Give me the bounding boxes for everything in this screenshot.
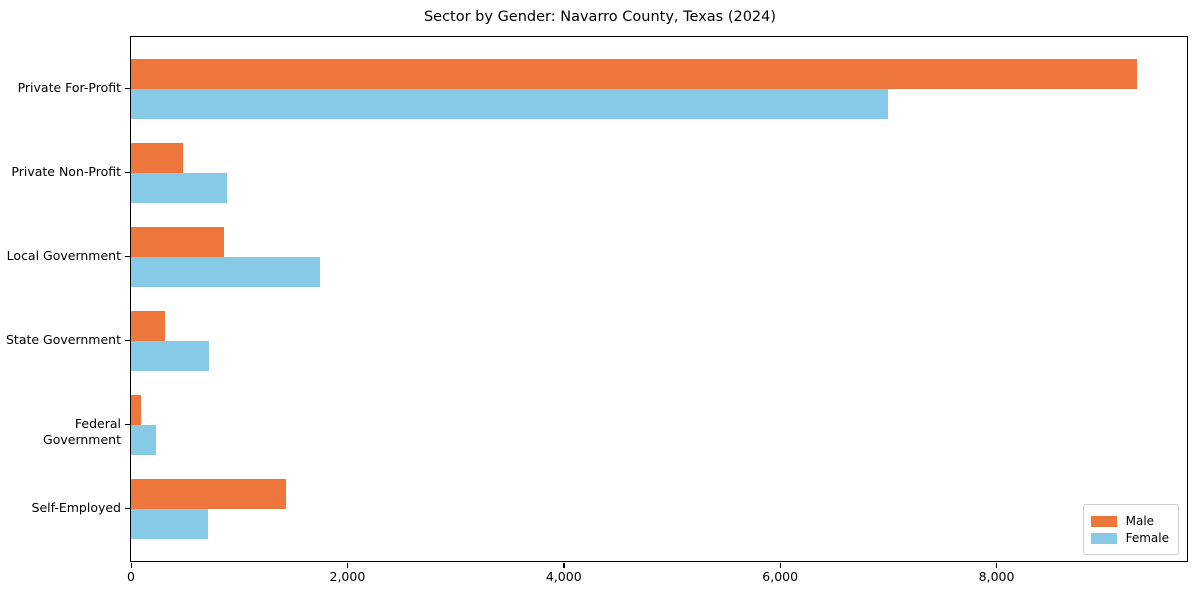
x-tick-label-4000: 4,000 (545, 569, 582, 584)
plot-area: Male Female (130, 36, 1188, 562)
legend-label-female: Female (1125, 531, 1169, 545)
legend-swatch-male (1090, 515, 1117, 527)
bar-male-federal-government (131, 395, 142, 425)
x-tick-label-6000: 6,000 (762, 569, 799, 584)
legend-item-female: Female (1090, 531, 1169, 545)
x-tick-label-2000: 2,000 (329, 569, 366, 584)
legend-swatch-female (1090, 532, 1117, 544)
y-tick-label-state-government: State Government (5, 332, 121, 347)
y-tick-mark (125, 171, 130, 173)
x-tick-mark (130, 563, 132, 568)
bar-female-self-employed (131, 509, 208, 539)
y-tick-label-local-government: Local Government (6, 248, 121, 263)
y-tick-mark (125, 87, 130, 89)
x-tick-label-0: 0 (127, 569, 135, 584)
x-tick-mark (779, 563, 782, 568)
bar-male-state-government (131, 311, 165, 341)
chart-title: Sector by Gender: Navarro County, Texas … (423, 9, 777, 25)
bar-female-federal-government (131, 425, 156, 455)
bar-female-local-government (131, 257, 321, 287)
y-tick-mark (125, 255, 130, 257)
bar-female-state-government (131, 341, 209, 371)
bar-female-private-non-profit (131, 173, 228, 203)
x-tick-mark (563, 563, 565, 568)
x-tick-mark (346, 563, 349, 568)
y-tick-label-private-non-profit: Private Non-Profit (11, 164, 121, 179)
y-tick-mark (125, 423, 130, 425)
x-tick-mark (996, 563, 998, 568)
bar-female-private-for-profit (131, 89, 889, 119)
y-tick-label-federal-government: Federal Government (43, 416, 121, 447)
legend-label-male: Male (1125, 514, 1155, 528)
y-tick-label-private-for-profit: Private For-Profit (17, 80, 121, 95)
bar-male-private-non-profit (131, 143, 183, 173)
legend: Male Female (1082, 504, 1179, 555)
bar-male-self-employed (131, 479, 286, 509)
y-tick-mark (125, 339, 130, 341)
bar-male-local-government (131, 227, 225, 257)
bar-male-private-for-profit (131, 59, 1138, 89)
y-tick-label-self-employed: Self-Employed (31, 500, 121, 515)
y-tick-mark (125, 507, 130, 509)
x-tick-label-8000: 8,000 (978, 569, 1015, 584)
legend-item-male: Male (1090, 514, 1169, 528)
